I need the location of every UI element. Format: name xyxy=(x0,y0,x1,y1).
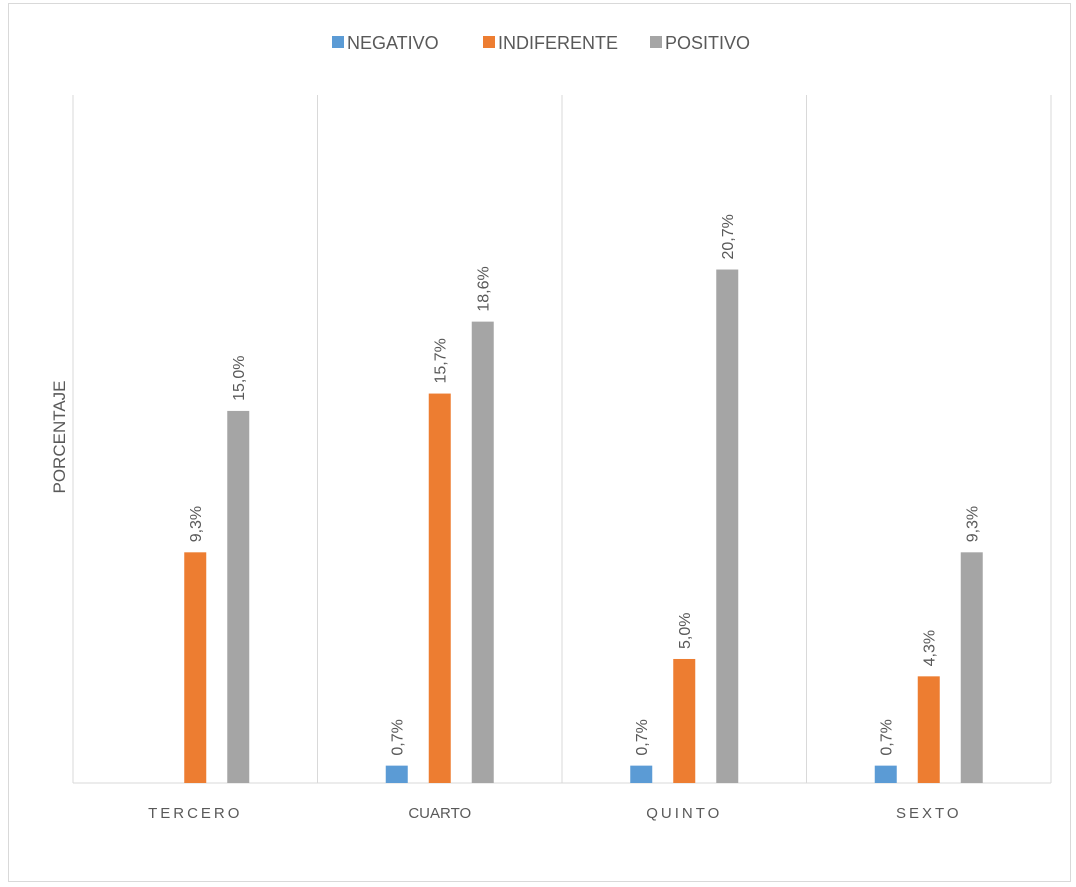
data-label: 0,7% xyxy=(390,719,407,755)
data-label: 9,3% xyxy=(188,506,205,542)
data-label: 20,7% xyxy=(720,214,737,259)
data-label: 18,6% xyxy=(476,266,493,311)
y-axis-label: PORCENTAJE xyxy=(50,380,69,493)
x-tick-label: SEXTO xyxy=(896,805,962,822)
bar-positivo-sexto xyxy=(960,552,983,783)
data-label: 15,0% xyxy=(231,356,248,401)
bar-positivo-quinto xyxy=(716,269,739,783)
x-tick-labels-group: TERCERO CUARTO QUINTO SEXTO xyxy=(148,805,962,822)
bar-negativo-quinto xyxy=(630,765,653,783)
data-label: 4,3% xyxy=(922,630,939,666)
data-label: 5,0% xyxy=(677,613,694,649)
bar-indiferente-quinto xyxy=(673,658,696,783)
data-label: 0,7% xyxy=(634,719,651,755)
data-labels-group: 9,3% 15,0% 0,7% 15,7% 18,6% 0,7% 5,0% 20,7% 0,7%… xyxy=(188,214,982,755)
x-tick-label: CUARTO xyxy=(408,805,471,822)
x-tick-label: TERCERO xyxy=(148,805,242,822)
bars-group xyxy=(184,269,983,783)
data-label: 0,7% xyxy=(879,719,896,755)
grid-lines xyxy=(72,95,1052,784)
legend: NEGATIVO INDIFERENTE POSITIVO xyxy=(332,33,750,53)
legend-label-negativo: NEGATIVO xyxy=(347,33,439,53)
legend-swatch-negativo xyxy=(332,36,344,48)
data-label: 9,3% xyxy=(965,506,982,542)
legend-label-positivo: POSITIVO xyxy=(665,33,750,53)
bar-negativo-cuarto xyxy=(385,765,408,783)
data-label: 15,7% xyxy=(433,338,450,383)
legend-swatch-positivo xyxy=(650,36,662,48)
bar-positivo-tercero xyxy=(227,410,250,783)
bar-indiferente-cuarto xyxy=(428,393,451,783)
legend-label-indiferente: INDIFERENTE xyxy=(498,33,618,53)
bar-indiferente-tercero xyxy=(184,552,207,783)
bar-positivo-cuarto xyxy=(471,321,494,783)
bar-indiferente-sexto xyxy=(917,676,940,783)
bar-negativo-sexto xyxy=(874,765,897,783)
x-tick-label: QUINTO xyxy=(646,805,722,822)
legend-swatch-indiferente xyxy=(483,36,495,48)
